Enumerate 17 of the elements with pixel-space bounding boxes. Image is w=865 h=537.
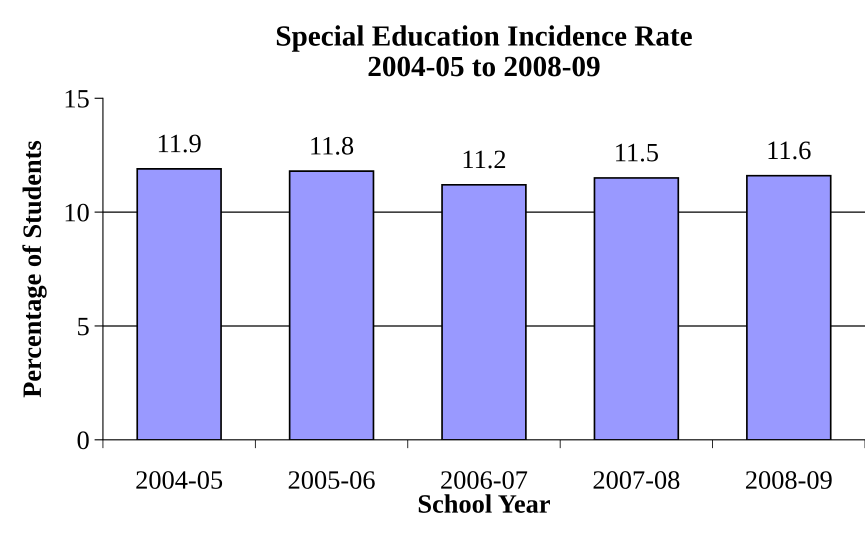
x-tick-label: 2008-09: [746, 471, 832, 489]
y-axis-title: Percentage of Students: [22, 140, 47, 398]
data-label: 11.9: [158, 134, 201, 152]
x-axis-title: School Year: [418, 494, 550, 513]
data-label: 11.8: [311, 136, 354, 155]
data-label: 11.2: [464, 150, 506, 168]
x-tick-label: 2006-07: [441, 471, 528, 489]
y-tick-label: 5: [78, 318, 89, 336]
chart-title: Special Education Incidence Rate 2004-05 to 2008-09: [276, 25, 692, 76]
x-tick-label: 2005-06: [288, 471, 375, 489]
x-tick-label: 2004-05: [136, 471, 222, 489]
y-tick-label: 10: [66, 204, 89, 222]
y-tick-label: 0: [78, 431, 89, 450]
data-label: 11.5: [616, 144, 658, 162]
data-label: 11.6: [768, 141, 811, 160]
x-tick-label: 2007-08: [594, 471, 680, 489]
y-tick-label: 15: [66, 90, 89, 108]
